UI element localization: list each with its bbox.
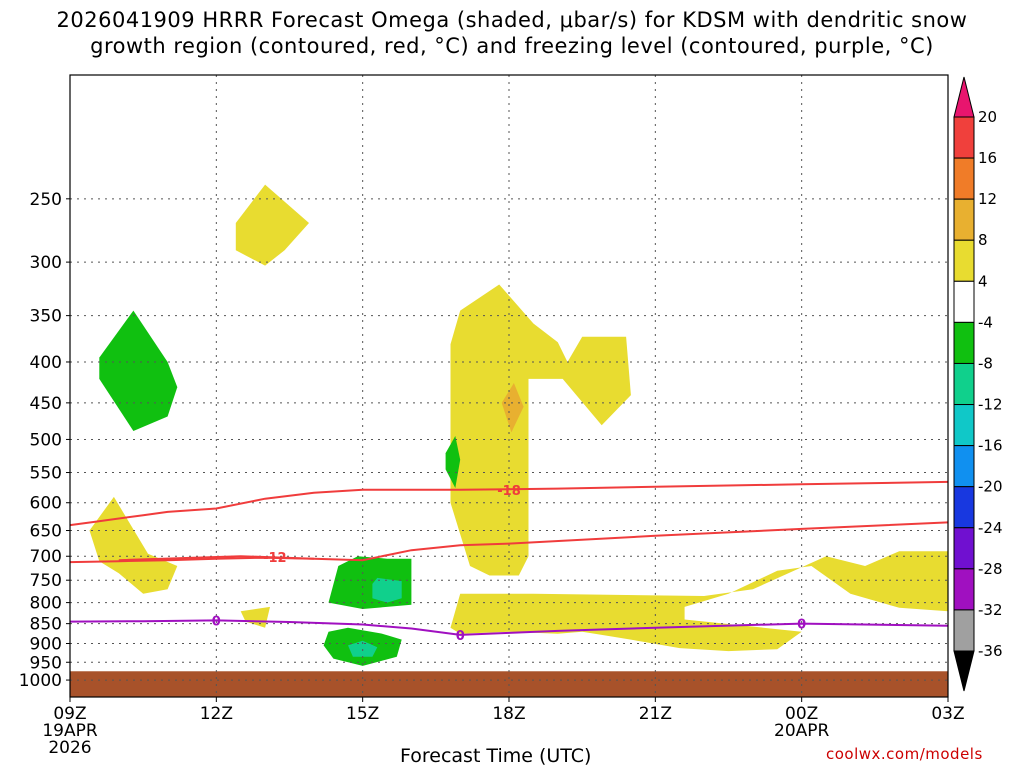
y-tick-label: 450	[30, 394, 62, 414]
colorbar-segment	[953, 486, 975, 529]
x-tick-label: 15Z	[346, 704, 379, 724]
omega-region-2	[501, 383, 524, 433]
omega-region-7	[445, 436, 461, 488]
x-tick-label: 00Z	[785, 704, 818, 724]
contour-line-3	[69, 619, 949, 636]
y-tick-label: 900	[30, 634, 62, 654]
colorbar-segment	[953, 445, 975, 488]
x-tick-year: 2026	[48, 738, 91, 758]
omega-region-11	[348, 640, 378, 657]
y-tick-label: 300	[30, 253, 62, 273]
colorbar-label: -24	[978, 519, 1003, 537]
y-tick-label: 550	[30, 464, 62, 484]
colorbar-label: -8	[978, 354, 993, 372]
colorbar-segment	[953, 280, 975, 323]
x-tick-label: 12Z	[200, 704, 233, 724]
colorbar-segment	[953, 362, 975, 406]
omega-region-3	[89, 496, 178, 594]
y-tick-label: 350	[30, 307, 62, 327]
x-tick-date: 19APR	[42, 721, 98, 741]
colorbar-label: 12	[978, 190, 997, 208]
colorbar-segment	[953, 404, 975, 447]
colorbar-segment	[953, 198, 975, 241]
colorbar-label: 16	[978, 149, 997, 167]
omega-region-6	[99, 310, 178, 431]
colorbar-label: 20	[978, 108, 997, 126]
omega-region-5	[450, 551, 948, 652]
chart-title-line1: 2026041909 HRRR Forecast Omega (shaded, …	[56, 8, 968, 32]
y-tick-label: 400	[30, 353, 62, 373]
colorbar-label: -28	[978, 560, 1003, 578]
omega-region-0	[235, 184, 309, 266]
colorbar-label: -16	[978, 437, 1003, 455]
y-tick-label: 750	[30, 571, 62, 591]
colorbar-segment	[953, 321, 975, 364]
colorbar-label: -4	[978, 313, 993, 331]
y-tick-label: 1000	[19, 671, 62, 691]
colorbar-segment	[953, 116, 975, 159]
colorbar-label: 8	[978, 231, 988, 249]
colorbar-label: -12	[978, 396, 1003, 414]
contour-label: -12	[263, 551, 287, 566]
colorbar-segment	[953, 609, 975, 652]
colorbar-segment	[953, 157, 975, 200]
colorbar-label: -36	[978, 642, 1003, 660]
colorbar-segment	[953, 568, 975, 611]
y-tick-label: 250	[30, 190, 62, 210]
colorbar-top-arrow	[953, 76, 975, 118]
x-tick-date: 20APR	[774, 721, 830, 741]
colorbar-label: -20	[978, 478, 1003, 496]
x-tick-label: 03Z	[931, 704, 964, 724]
y-tick-label: 500	[30, 430, 62, 450]
contour-lines: -18 -12 0 0 0	[69, 480, 949, 644]
colorbar-label: 4	[978, 272, 988, 290]
colorbar-label: -32	[978, 601, 1003, 619]
colorbar-segment	[953, 239, 975, 282]
y-tick-label: 850	[30, 615, 62, 635]
contour-label: 0	[797, 618, 806, 633]
y-axis: 2503003504004505005506006507007508008509…	[19, 190, 70, 691]
y-tick-label: 650	[30, 522, 62, 542]
contour-label: 0	[212, 614, 221, 629]
grid-lines	[70, 75, 948, 697]
colorbar-segment	[953, 527, 975, 570]
contour-label: -18	[497, 484, 521, 499]
y-tick-label: 700	[30, 547, 62, 567]
contour-line-0	[69, 480, 949, 527]
chart-title-line2: growth region (contoured, red, °C) and f…	[90, 34, 934, 58]
y-tick-label: 800	[30, 594, 62, 614]
credit-link[interactable]: coolwx.com/models	[826, 745, 983, 763]
contour-label: 0	[456, 629, 465, 644]
omega-region-4	[240, 606, 270, 628]
y-tick-label: 600	[30, 494, 62, 514]
x-axis-title: Forecast Time (UTC)	[400, 745, 592, 767]
contour-line-1	[69, 521, 949, 564]
contour-line-2	[118, 555, 314, 562]
colorbar: 20 16 12 8 4 -4 -8 -12 -16 -20 -24 -28 -32 -36	[953, 76, 1003, 692]
omega-region-1	[450, 284, 631, 576]
colorbar-bottom-arrow	[953, 650, 975, 692]
x-tick-label: 21Z	[639, 704, 672, 724]
x-tick-label: 09Z	[53, 704, 86, 724]
omega-region-9	[372, 577, 402, 603]
omega-shading	[89, 184, 948, 666]
y-tick-label: 950	[30, 653, 62, 673]
x-tick-label: 18Z	[492, 704, 525, 724]
